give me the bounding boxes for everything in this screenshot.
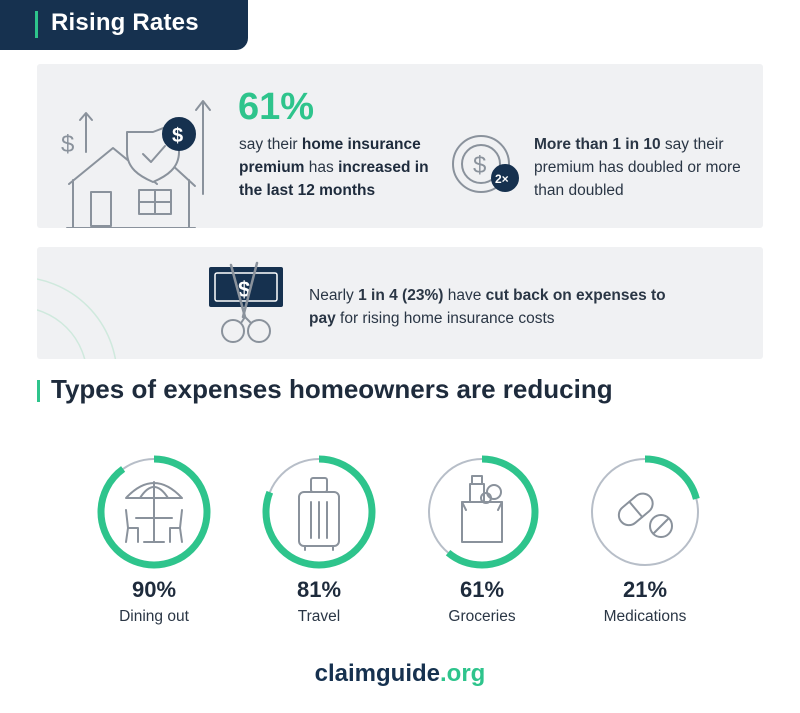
ring-travel — [262, 455, 376, 569]
expense-item-travel: 81% Travel — [249, 450, 389, 630]
header-title: Rising Rates — [51, 9, 199, 36]
premium-percent: 61% — [238, 86, 315, 128]
svg-text:$: $ — [238, 277, 250, 302]
cutback-description: Nearly 1 in 4 (23%) have cut back on exp… — [309, 287, 666, 327]
scissors-cutting-money-icon: $ — [209, 261, 283, 343]
ring-arc-travel — [262, 455, 376, 569]
value-label-travel: 81% — [296, 577, 342, 602]
category-label-groceries: Groceries — [448, 608, 516, 625]
premium-description: say their home insurance premium has inc… — [239, 136, 429, 199]
value-label-groceries: 61% — [459, 577, 505, 602]
ring-arc-medications — [588, 455, 702, 569]
cutback-panel: $ Nearly 1 in 4 (23%) have cut back on e… — [37, 247, 763, 359]
category-label-dining-out: Dining out — [119, 608, 189, 625]
house-insurance-icon: $ $ — [61, 100, 211, 228]
suitcase-icon — [298, 477, 340, 551]
svg-text:$: $ — [473, 152, 486, 179]
svg-text:$: $ — [172, 125, 183, 147]
header-accent-bar — [35, 11, 38, 38]
ring-medications — [588, 455, 702, 569]
doubled-description: More than 1 in 10 say their premium has … — [534, 136, 741, 199]
coin-2x-icon: $ 2× — [452, 135, 519, 193]
pills-icon — [617, 492, 673, 538]
category-label-medications: Medications — [603, 608, 687, 625]
dining-table-umbrella-icon — [125, 481, 183, 543]
decorative-arcs — [37, 278, 117, 359]
ring-dining-out — [97, 455, 211, 569]
premium-panel: $ $ 61% say their home insurance premium… — [37, 64, 763, 228]
badge-2x: 2× — [495, 172, 509, 186]
chart-title: Types of expenses homeowners are reducin… — [51, 374, 613, 404]
svg-text:$: $ — [61, 131, 74, 158]
header-tab: Rising Rates — [0, 0, 248, 50]
category-label-travel: Travel — [297, 608, 341, 625]
ring-arc-groceries — [425, 455, 539, 569]
section-accent-bar — [37, 380, 40, 402]
ring-groceries — [425, 455, 539, 569]
expense-item-groceries: 61% Groceries — [412, 450, 552, 630]
ring-arc-dining-out — [97, 455, 211, 569]
brand-footer: claimguide.org — [314, 660, 486, 687]
expense-item-medications: 21% Medications — [575, 450, 715, 630]
grocery-bag-icon — [461, 475, 503, 543]
value-label-medications: 21% — [622, 577, 668, 602]
value-label-dining-out: 90% — [131, 577, 177, 602]
expense-item-dining-out: 90% Dining out — [84, 450, 224, 630]
